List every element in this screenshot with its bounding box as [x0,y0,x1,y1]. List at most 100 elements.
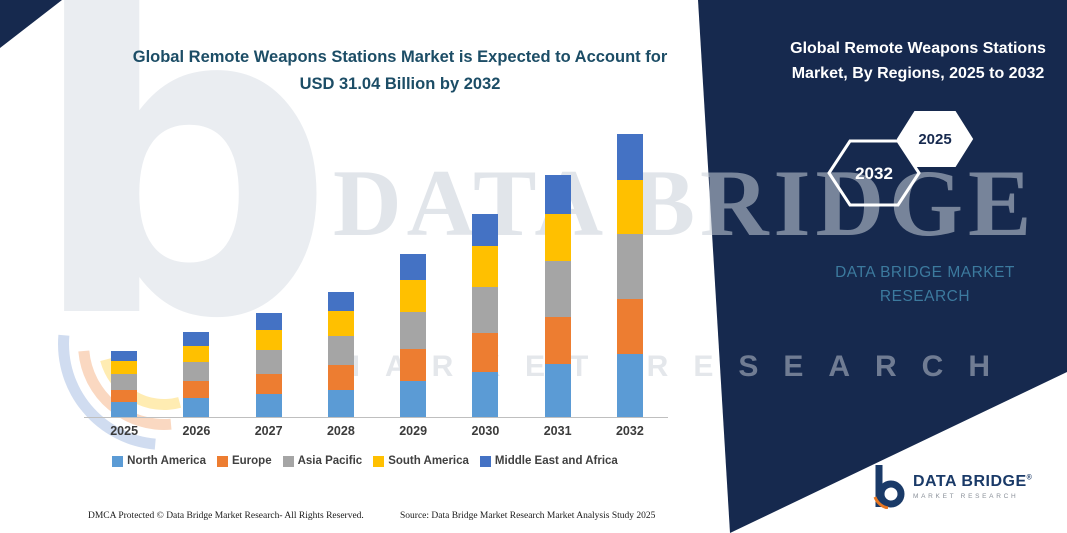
bar-segment [544,260,571,317]
legend-label: Europe [231,455,272,467]
x-axis-labels: 2025 2026 2027 2028 2029 2030 2031 2032 [88,424,666,438]
bar-segment [327,365,354,390]
footer-dmca-text: DMCA Protected © Data Bridge Market Rese… [88,511,364,521]
bar-segment [544,213,571,261]
legend-swatch [282,455,294,467]
x-axis-label: 2028 [326,424,355,438]
brand-logo-text: DATA BRIDGE® MARKET RESEARCH [913,473,1032,500]
bar-segment [616,179,643,234]
bar-segment [111,402,138,417]
hexagon-2025: 2025 [896,111,974,167]
stacked-bar-2026 [183,332,210,417]
bar-segment [544,364,571,417]
bar-segment [183,381,210,398]
brand-logo-name: DATA BRIDGE® [913,473,1032,491]
footer-source-text: Source: Data Bridge Market Research Mark… [400,511,656,521]
legend-item: Asia Pacific [282,455,363,467]
brand-logo-b-icon [873,465,905,509]
bar-segment [616,134,643,180]
stacked-bar-2032 [616,134,643,417]
bar-segment [616,354,643,417]
panel-brand-line1: DATA BRIDGE MARKET [835,264,1015,281]
x-axis-label: 2026 [182,424,211,438]
x-axis-label: 2030 [471,424,500,438]
stacked-bar-2031 [544,175,571,417]
bar-column-2027 [233,125,305,417]
hexagon-2025-label: 2025 [918,131,951,148]
bar-segment [327,389,354,417]
bar-segment [400,312,427,350]
legend-item: Europe [216,455,272,467]
bar-segment [616,299,643,355]
stacked-bar-2030 [472,213,499,417]
panel-brand-line2: RESEARCH [879,288,971,305]
bar-segment [400,253,427,281]
bar-segment [544,175,571,214]
bar-segment [183,362,210,382]
stacked-bar-2027 [255,313,282,417]
legend-item: South America [373,455,469,467]
bar-segment [400,349,427,382]
x-axis-label: 2025 [110,424,139,438]
bar-segment [255,350,282,375]
bar-segment [111,389,138,403]
bar-segment [327,292,354,312]
bar-column-2032 [594,125,666,417]
chart-plot [88,125,666,417]
bar-column-2031 [522,125,594,417]
bar-segment [327,335,354,365]
bar-column-2025 [88,125,160,417]
hexagon-2032-label: 2032 [855,164,893,183]
brand-logo-name-text: DATA BRIDGE [913,472,1027,490]
bar-segment [183,397,210,417]
bar-segment [400,381,427,417]
chart-legend: North America Europe Asia Pacific South Ame… [45,455,685,467]
bar-segment [472,213,499,247]
x-axis-label: 2032 [615,424,644,438]
legend-swatch [112,455,124,467]
legend-label: Middle East and Africa [494,455,618,467]
chart-title: Global Remote Weapons Stations Market is… [105,44,695,98]
bar-segment [111,374,138,390]
x-axis-label: 2029 [399,424,428,438]
bar-segment [255,330,282,351]
brand-logo: DATA BRIDGE® MARKET RESEARCH [872,463,1032,509]
legend-swatch [216,455,228,467]
x-axis-label: 2027 [254,424,283,438]
bar-segment [111,361,138,375]
bar-segment [183,345,210,363]
bar-segment [472,286,499,334]
hexagon-2025-shape [896,111,974,167]
bar-segment [111,351,138,362]
x-axis-label: 2031 [543,424,572,438]
bar-segment [616,233,643,300]
bar-segment [400,280,427,313]
legend-label: South America [388,455,469,467]
bar-segment [472,372,499,417]
bar-segment [472,246,499,287]
bar-segment [327,311,354,336]
bar-segment [544,316,571,365]
stacked-bar-2025 [111,351,138,417]
bar-segment [255,313,282,331]
bar-segment [472,333,499,373]
bar-column-2028 [305,125,377,417]
brand-logo-subtitle: MARKET RESEARCH [913,492,1019,500]
legend-item: North America [112,455,206,467]
chart-title-line1: Global Remote Weapons Stations Market is… [132,48,668,66]
legend-swatch [373,455,385,467]
hexagon-2032: 2032 [827,139,921,207]
chart-title-line2: USD 31.04 Billion by 2032 [299,75,501,93]
bar-column-2030 [449,125,521,417]
legend-item: Middle East and Africa [479,455,618,467]
legend-swatch [479,455,491,467]
bar-segment [255,374,282,395]
corner-accent-triangle [0,0,62,48]
stacked-bar-2029 [400,253,427,417]
bar-column-2029 [377,125,449,417]
registered-mark: ® [1026,474,1033,482]
panel-brand-text: DATA BRIDGE MARKET RESEARCH [800,261,1050,309]
legend-label: Asia Pacific [297,455,363,467]
x-axis-line [84,417,668,418]
